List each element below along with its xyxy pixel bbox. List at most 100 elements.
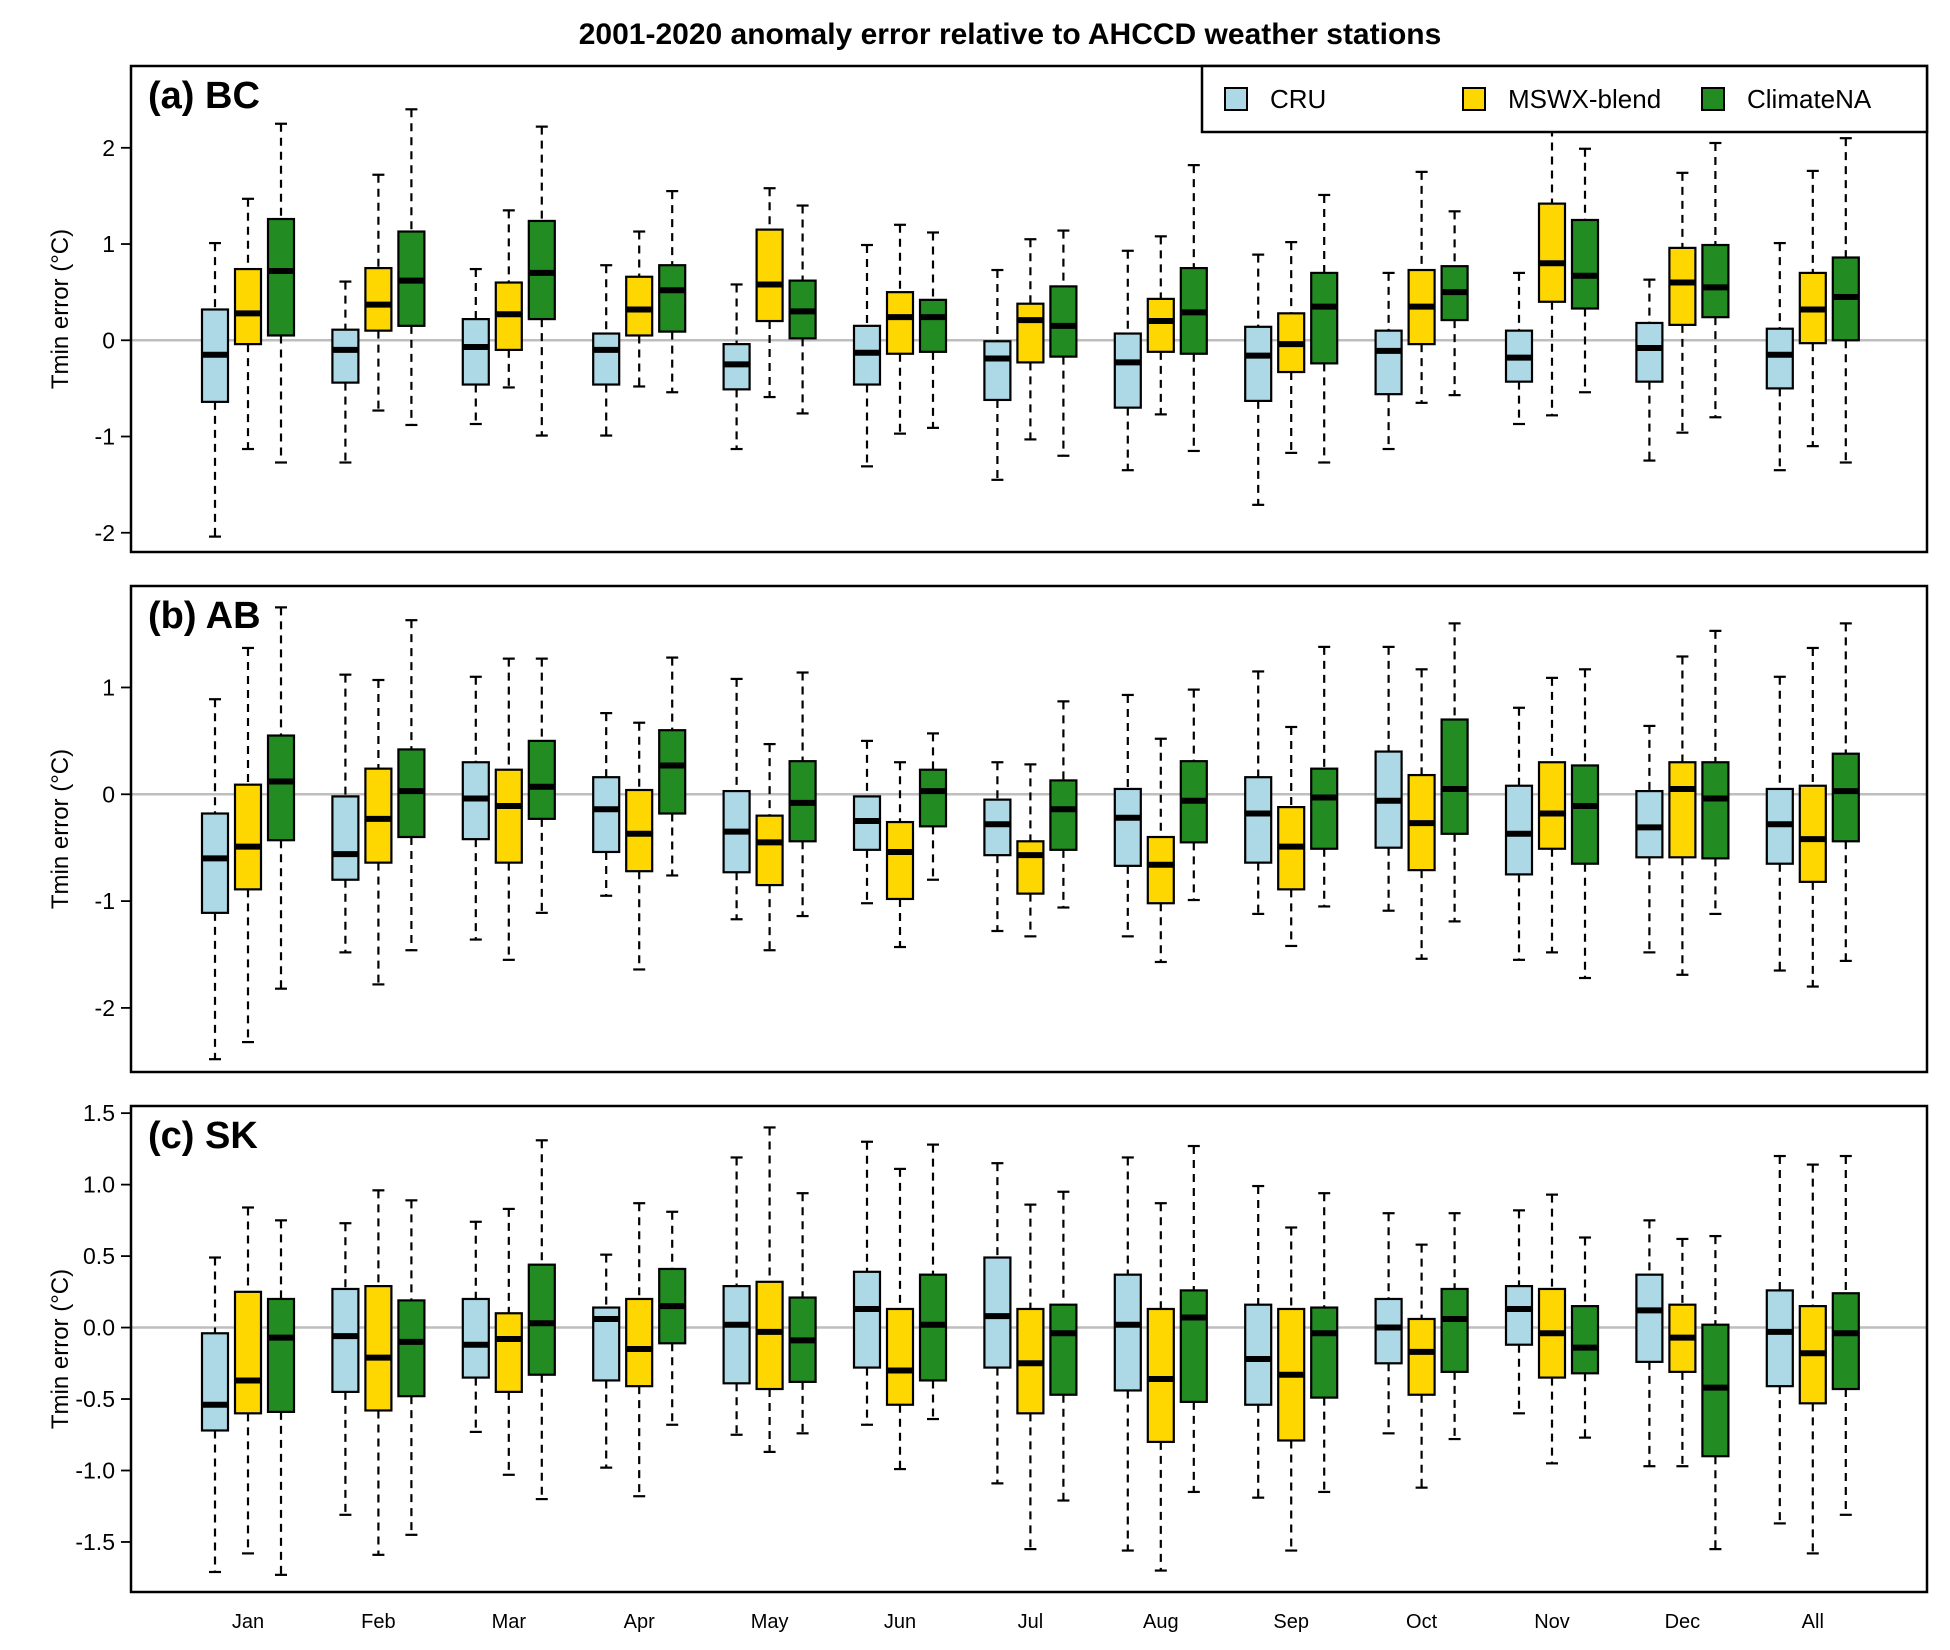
box-cru-jan — [200, 1256, 230, 1574]
box-mswx-blend-jul — [1016, 763, 1045, 938]
legend-swatch-cru — [1224, 87, 1248, 111]
box-cru-feb — [331, 673, 360, 954]
box-climatena-jan — [266, 122, 296, 464]
x-tick-label: All — [1802, 1611, 1824, 1633]
box-mswx-blend-dec — [1668, 1237, 1697, 1468]
x-tick-label: Sep — [1273, 1611, 1309, 1633]
legend-label-mswx-blend: MSWX-blend — [1508, 84, 1661, 114]
box-iqr — [885, 1307, 915, 1406]
box-iqr — [1374, 329, 1403, 396]
box-cru-may — [722, 677, 751, 921]
box-climatena-all — [1831, 1154, 1860, 1516]
y-tick-label: 1.0 — [83, 1172, 115, 1198]
box-iqr — [461, 1297, 490, 1379]
box-mswx-blend-mar — [494, 209, 523, 389]
box-iqr — [1668, 761, 1697, 859]
x-tick-label: Jul — [1018, 1611, 1044, 1633]
y-tick-label: 0.5 — [83, 1243, 115, 1269]
x-tick-label: Feb — [361, 1611, 395, 1633]
box-iqr — [331, 795, 360, 881]
box-cru-aug — [1113, 693, 1142, 938]
box-iqr — [1504, 1285, 1534, 1346]
box-iqr — [364, 767, 393, 864]
box-iqr — [1244, 776, 1273, 864]
y-tick-label: 1 — [102, 674, 115, 700]
box-mswx-blend-nov — [1537, 127, 1567, 417]
box-iqr — [266, 734, 296, 842]
box-mswx-blend-jun — [885, 761, 915, 949]
box-mswx-blend-oct — [1407, 668, 1436, 960]
box-iqr — [1537, 761, 1567, 850]
box-cru-dec — [1635, 278, 1664, 462]
box-mswx-blend-dec — [1668, 655, 1697, 976]
box-iqr — [494, 768, 523, 864]
box-mswx-blend-aug — [1146, 235, 1175, 416]
box-mswx-blend-jun — [885, 223, 915, 435]
y-tick-label: -2 — [95, 995, 115, 1021]
box-iqr — [592, 332, 621, 386]
box-mswx-blend-feb — [364, 1189, 393, 1556]
box-cru-may — [722, 283, 751, 451]
y-tick-label: 0.0 — [83, 1315, 115, 1341]
y-axis-label: Tmin error (°C) — [47, 229, 74, 389]
x-tick-label: Mar — [492, 1611, 527, 1633]
box-mswx-blend-apr — [625, 1202, 654, 1498]
box-climatena-oct — [1440, 622, 1469, 923]
box-mswx-blend-oct — [1407, 170, 1436, 404]
box-iqr — [1310, 271, 1339, 365]
box-climatena-mar — [527, 1139, 556, 1501]
box-iqr — [1570, 1305, 1600, 1375]
x-tick-label: Aug — [1143, 1611, 1179, 1633]
box-cru-jun — [852, 243, 882, 468]
box-cru-jul — [983, 1162, 1012, 1485]
box-iqr — [1310, 1306, 1339, 1399]
box-climatena-dec — [1701, 141, 1730, 419]
panel-frame — [129, 584, 1929, 1074]
box-iqr — [1179, 1289, 1208, 1403]
box-iqr — [918, 768, 948, 828]
y-tick-label: -0.5 — [75, 1386, 115, 1412]
box-climatena-all — [1831, 622, 1860, 963]
box-climatena-oct — [1440, 1212, 1469, 1441]
box-iqr — [266, 1297, 296, 1413]
box-iqr — [527, 1263, 556, 1376]
box-cru-may — [722, 1156, 751, 1436]
box-iqr — [233, 1290, 263, 1415]
box-iqr — [625, 788, 654, 873]
box-mswx-blend-aug — [1146, 1202, 1175, 1572]
box-iqr — [1765, 1289, 1794, 1388]
box-iqr — [1049, 779, 1078, 851]
box-iqr — [1635, 321, 1664, 383]
box-mswx-blend-jul — [1016, 1203, 1045, 1551]
y-tick-label: -1 — [95, 424, 115, 450]
box-cru-sep — [1244, 1184, 1273, 1499]
box-iqr — [1798, 784, 1827, 883]
box-iqr — [983, 1256, 1012, 1369]
box-mswx-blend-mar — [494, 1207, 523, 1476]
legend-swatch-climatena — [1701, 87, 1725, 111]
box-mswx-blend-aug — [1146, 737, 1175, 964]
box-iqr — [1701, 761, 1730, 860]
box-cru-jul — [983, 761, 1012, 933]
box-mswx-blend-nov — [1537, 676, 1567, 954]
box-iqr — [755, 814, 784, 887]
box-iqr — [1765, 327, 1794, 390]
box-iqr — [983, 340, 1012, 402]
box-cru-all — [1765, 1154, 1794, 1525]
box-iqr — [1146, 297, 1175, 353]
box-climatena-all — [1831, 137, 1860, 464]
box-cru-oct — [1374, 645, 1403, 912]
box-mswx-blend-jun — [885, 1167, 915, 1471]
legend-swatch-mswx-blend — [1462, 87, 1486, 111]
x-tick-label: Jun — [884, 1611, 916, 1633]
box-iqr — [233, 267, 263, 346]
box-cru-all — [1765, 675, 1794, 972]
panel-frame — [129, 64, 1929, 554]
box-climatena-may — [788, 204, 817, 415]
box-cru-all — [1765, 241, 1794, 472]
box-iqr — [461, 318, 490, 386]
box-cru-sep — [1244, 670, 1273, 916]
panel-label: (c) SK — [148, 1115, 258, 1157]
box-cru-aug — [1113, 1156, 1142, 1552]
